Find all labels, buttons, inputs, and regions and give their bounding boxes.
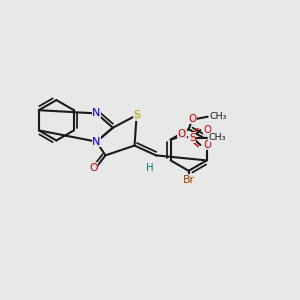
- Text: CH₃: CH₃: [209, 112, 226, 121]
- Text: N: N: [92, 108, 101, 118]
- Text: O: O: [188, 114, 196, 124]
- Text: O: O: [178, 129, 186, 139]
- Text: Br: Br: [183, 175, 195, 185]
- Text: O: O: [203, 125, 211, 135]
- Text: H: H: [146, 163, 154, 173]
- Text: O: O: [89, 163, 98, 173]
- Text: S: S: [189, 133, 196, 142]
- Text: O: O: [203, 140, 211, 150]
- Text: N: N: [92, 137, 101, 147]
- Text: S: S: [133, 110, 140, 120]
- Text: CH₃: CH₃: [208, 133, 226, 142]
